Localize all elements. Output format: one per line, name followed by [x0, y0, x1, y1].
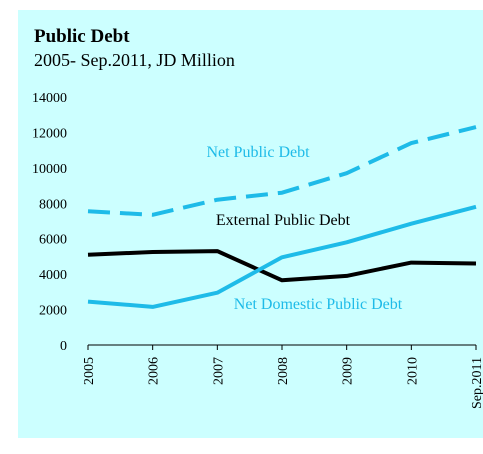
series-label-1: Net Public Debt [206, 144, 310, 161]
series-line-2 [87, 249, 477, 283]
y-tick-label: 10000 [32, 162, 67, 177]
chart-subtitle: 2005- Sep.2011, JD Million [34, 50, 235, 70]
x-tick-label: 2005 [82, 357, 97, 385]
series-line-1 [87, 125, 477, 217]
y-axis: 0 2000 4000 6000 8000 10000 12000 14000 [32, 91, 67, 354]
y-tick-label: 8000 [39, 197, 67, 212]
x-tick-label: 2006 [147, 357, 162, 385]
series-line-3 [87, 204, 477, 309]
y-tick-label: 12000 [32, 126, 67, 141]
series-label-2: External Public Debt [216, 212, 351, 229]
series-label-3: Net Domestic Public Debt [234, 296, 403, 313]
chart-title: Public Debt [34, 26, 130, 47]
y-tick-label: 14000 [32, 91, 67, 106]
y-tick-label: 2000 [39, 304, 67, 319]
y-tick-label: 4000 [39, 268, 67, 283]
series-labels: Net Public Debt External Public Debt Net D… [206, 144, 402, 313]
x-tick-label: 2007 [211, 357, 226, 385]
y-tick-label: 6000 [39, 233, 67, 248]
x-tick-label: 2009 [341, 357, 356, 385]
series-lines [87, 125, 477, 309]
x-tick-label: 2010 [405, 357, 420, 385]
x-tick-label: 2008 [276, 357, 291, 385]
x-axis: 2005 2006 2007 2008 2009 2010 Sep.2011 [82, 344, 483, 409]
x-tick-label: Sep.2011 [470, 357, 483, 409]
y-tick-label: 0 [60, 339, 67, 354]
